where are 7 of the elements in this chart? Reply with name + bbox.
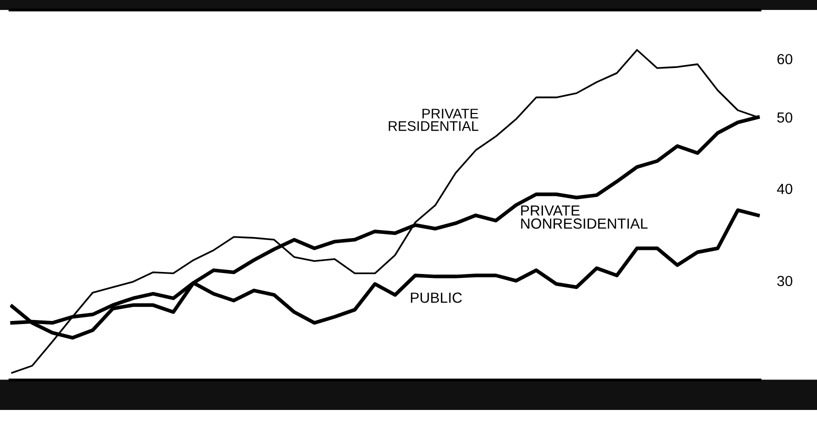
y-tick-label: 50: [777, 112, 792, 123]
y-tick-label: 60: [777, 54, 792, 64]
y-tick-label: 40: [777, 184, 792, 194]
y-tick-label: 30: [777, 276, 792, 286]
series-label: PRIVATE NONRESIDENTIAL: [521, 206, 648, 229]
series-label: PUBLIC: [410, 292, 462, 303]
series-label: PRIVATE RESIDENTIAL: [388, 108, 478, 131]
